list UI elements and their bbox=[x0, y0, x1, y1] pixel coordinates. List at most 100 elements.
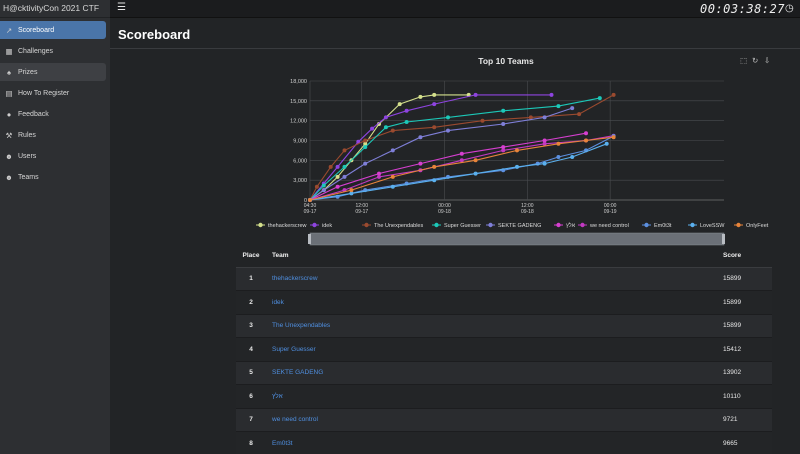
legend-label: we need control bbox=[589, 223, 629, 229]
data-point bbox=[597, 96, 602, 101]
x-tick-time: 00:00 bbox=[604, 203, 617, 209]
sidebar-item-label: Scoreboard bbox=[18, 26, 55, 34]
table-row: 6 אלץ 10110 bbox=[236, 384, 772, 409]
team-link[interactable]: אלץ bbox=[272, 392, 283, 400]
team-link[interactable]: The Unexpendables bbox=[272, 322, 331, 330]
calendar-icon: ▦ bbox=[5, 46, 13, 56]
header-score: Score bbox=[717, 245, 772, 268]
data-point bbox=[432, 178, 437, 183]
data-point bbox=[501, 148, 506, 153]
team-link[interactable]: SEKTE GADENG bbox=[272, 369, 324, 377]
data-point bbox=[328, 164, 333, 169]
data-point bbox=[556, 141, 561, 146]
sidebar-item-label: Feedback bbox=[18, 110, 49, 118]
sidebar-item-rules[interactable]: ⚒ Rules bbox=[0, 126, 106, 144]
data-point bbox=[390, 184, 395, 189]
team-link[interactable]: idek bbox=[272, 298, 284, 306]
data-point bbox=[418, 161, 423, 166]
zoom-slider-track[interactable] bbox=[309, 232, 725, 246]
team-cell: Super Guesser bbox=[266, 337, 717, 362]
download-icon[interactable]: ⇩ bbox=[764, 56, 771, 65]
data-point bbox=[501, 145, 506, 150]
sidebar-item-teams[interactable]: ☻ Teams bbox=[0, 168, 106, 186]
team-link[interactable]: thehackerscrew bbox=[272, 275, 318, 283]
chart-canvas: 03,0006,0009,00012,00015,00018,00004:300… bbox=[256, 79, 769, 246]
data-point bbox=[342, 164, 347, 169]
team-cell: we need control bbox=[266, 408, 717, 432]
series-line bbox=[309, 132, 587, 201]
legend-marker bbox=[690, 222, 695, 228]
team-link[interactable]: Super Guesser bbox=[272, 345, 316, 353]
place-cell: 5 bbox=[236, 361, 266, 385]
zoom-handle-right[interactable] bbox=[722, 234, 725, 244]
series-5 bbox=[308, 106, 575, 202]
legend-marker bbox=[556, 222, 561, 228]
series-line bbox=[309, 143, 607, 201]
table-row: 4 Super Guesser 15412 bbox=[236, 337, 772, 362]
team-cell: idek bbox=[266, 290, 717, 315]
data-point bbox=[501, 108, 506, 113]
data-point bbox=[570, 106, 575, 111]
users-group-icon: ☻ bbox=[5, 172, 13, 182]
data-point bbox=[480, 118, 485, 123]
hamburger-menu-icon[interactable]: ☰ bbox=[117, 2, 126, 13]
team-link[interactable]: we need control bbox=[272, 416, 318, 424]
series-7 bbox=[308, 133, 616, 202]
data-point bbox=[418, 135, 423, 140]
zoom-reset-icon[interactable]: ⬚ bbox=[740, 56, 748, 65]
team-cell: thehackerscrew bbox=[266, 267, 717, 291]
data-point bbox=[570, 155, 575, 159]
sidebar: H@cktivityCon 2021 CTF ↗ Scoreboard ▦ Chall… bbox=[0, 0, 110, 454]
trophy-icon: ♠ bbox=[7, 67, 11, 77]
series-10 bbox=[308, 135, 616, 202]
sidebar-item-challenges[interactable]: ▦ Challenges bbox=[0, 42, 106, 60]
data-point bbox=[349, 191, 354, 196]
data-point bbox=[473, 158, 478, 163]
sidebar-item-scoreboard[interactable]: ↗ Scoreboard bbox=[0, 21, 106, 39]
x-tick-time: 04:30 bbox=[304, 203, 317, 209]
header-team: Team bbox=[266, 245, 717, 268]
data-point bbox=[363, 161, 368, 166]
legend-marker bbox=[488, 222, 493, 228]
sidebar-item-users[interactable]: ☻ Users bbox=[0, 147, 106, 165]
restore-icon[interactable]: ↻ bbox=[752, 56, 759, 65]
legend-marker bbox=[364, 222, 369, 228]
data-point bbox=[363, 145, 368, 150]
place-cell: 3 bbox=[236, 314, 266, 338]
chart-title: Top 10 Teams bbox=[478, 56, 534, 66]
table-row: 8 Em0t3t 9665 bbox=[236, 431, 772, 454]
data-point bbox=[342, 148, 347, 153]
legend-label: thehackerscrew bbox=[268, 223, 307, 229]
brand-title[interactable]: H@cktivityCon 2021 CTF bbox=[0, 0, 110, 18]
data-point bbox=[377, 171, 381, 176]
table-row: 3 The Unexpendables 15899 bbox=[236, 314, 772, 338]
data-point bbox=[501, 122, 506, 126]
data-point bbox=[370, 126, 375, 131]
series-line bbox=[309, 97, 600, 201]
sidebar-item-feedback[interactable]: ● Feedback bbox=[0, 105, 106, 123]
zoom-handle-left[interactable] bbox=[308, 234, 311, 244]
data-point bbox=[611, 92, 616, 97]
series-line bbox=[309, 107, 573, 201]
data-point bbox=[473, 171, 478, 176]
x-tick-date: 09-19 bbox=[604, 209, 617, 215]
data-point bbox=[397, 102, 402, 107]
sidebar-item-prizes[interactable]: ♠ Prizes bbox=[0, 63, 106, 81]
sidebar-item-label: Rules bbox=[18, 131, 36, 139]
place-cell: 2 bbox=[236, 290, 266, 315]
data-point bbox=[604, 141, 609, 146]
team-link[interactable]: Em0t3t bbox=[272, 439, 293, 447]
users-icon: ☻ bbox=[5, 151, 13, 161]
legend-label: The Unexpendables bbox=[374, 223, 423, 229]
score-cell: 10110 bbox=[717, 384, 772, 409]
x-tick-date: 09-17 bbox=[304, 209, 317, 215]
data-point bbox=[515, 148, 519, 153]
y-tick-label: 3,000 bbox=[293, 178, 307, 184]
series-line bbox=[309, 94, 469, 201]
y-tick-label: 15,000 bbox=[290, 99, 307, 105]
legend-marker bbox=[736, 222, 741, 228]
series-1 bbox=[308, 92, 471, 202]
sidebar-item-how-to-register[interactable]: ▤ How To Register bbox=[0, 84, 106, 102]
data-point bbox=[584, 138, 588, 143]
table-body: 1 thehackerscrew 15899 2 idek 15899 3 The Unexp… bbox=[236, 267, 772, 454]
